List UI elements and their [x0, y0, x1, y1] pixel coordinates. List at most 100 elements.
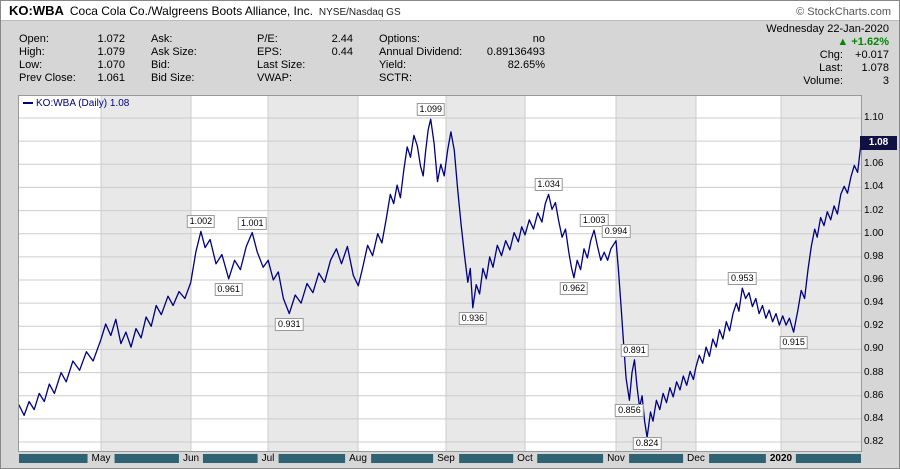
quote-value	[203, 72, 231, 85]
quote-label: Yield:	[379, 59, 407, 71]
quote-row: P/E: 2.44	[257, 33, 353, 46]
quote-summary: Wednesday 22-Jan-2020 ▲ +1.62% Chg: +0.01…	[766, 21, 889, 96]
y-tick-label: 0.84	[864, 412, 884, 424]
chg-label: Chg:	[819, 49, 843, 61]
quote-value	[317, 59, 353, 72]
last-row: Last: 1.078	[766, 62, 889, 75]
quote-value	[203, 46, 231, 59]
y-tick-label: 1.04	[864, 181, 884, 193]
last-label: Last:	[819, 62, 843, 74]
price-annotation: 0.936	[458, 311, 488, 325]
quote-label: High:	[19, 46, 45, 58]
quote-row: Options: no	[379, 33, 545, 46]
change-row: Chg: +0.017	[766, 49, 889, 62]
y-tick-label: 1.06	[864, 158, 884, 170]
quote-label: Bid:	[151, 59, 170, 71]
x-axis: May Jun Jul Aug Sep Oct Nov Dec 2020	[19, 452, 861, 466]
price-annotation: 1.002	[186, 215, 216, 229]
quote-label: Annual Dividend:	[379, 46, 463, 58]
quote-column: Open: 1.072 High: 1.079 Low: 1.070 Prev Close:…	[19, 33, 125, 96]
month-label: Nov	[603, 452, 629, 466]
month-label: Jun	[178, 452, 204, 466]
price-annotation: 1.003	[579, 214, 609, 228]
quote-row: EPS: 0.44	[257, 46, 353, 59]
quote-row: Ask Size:	[151, 46, 231, 59]
price-annotation: 0.856	[615, 404, 644, 418]
month-label: Sep	[433, 452, 459, 466]
legend-line-icon	[23, 102, 33, 105]
price-annotation: 0.994	[601, 224, 631, 238]
month-label: Jul	[257, 452, 279, 466]
quote-panel: Open: 1.072 High: 1.079 Low: 1.070 Prev Close:…	[1, 21, 899, 96]
quote-label: EPS:	[257, 46, 283, 58]
y-tick-label: 0.88	[864, 366, 884, 378]
change-percent-value: +1.62%	[851, 36, 889, 48]
quote-column: Options: no Annual Dividend: 0.89136493 Yiel…	[379, 33, 545, 96]
last-price-badge: 1.08	[860, 136, 897, 151]
quote-label: Options:	[379, 33, 420, 45]
quote-row: Prev Close: 1.061	[19, 72, 125, 85]
quote-value	[203, 33, 231, 46]
price-annotation: 0.824	[632, 437, 662, 450]
volume-label: Volume:	[803, 75, 843, 87]
quote-row: Yield: 82.65%	[379, 59, 545, 72]
chg-value: +0.017	[855, 49, 889, 61]
quote-value	[203, 59, 231, 72]
quote-value: 1.072	[97, 33, 125, 45]
price-annotation: 1.099	[416, 103, 445, 117]
y-tick-label: 1.00	[864, 227, 884, 239]
quote-label: SCTR:	[379, 72, 412, 84]
price-annotation: 0.891	[620, 343, 649, 357]
quote-label: Open:	[19, 33, 49, 45]
y-tick-label: 0.92	[864, 320, 884, 332]
quote-value: 1.070	[97, 59, 125, 71]
quote-value: 0.44	[331, 46, 353, 58]
quote-value: 0.89136493	[486, 46, 545, 58]
y-tick-label: 0.98	[864, 250, 884, 262]
y-tick-label: 0.86	[864, 389, 884, 401]
y-tick-label: 0.94	[864, 297, 884, 309]
plot-area[interactable]: KO:WBA (Daily) 1.08 1.002 0.961 1.001 0.931…	[18, 95, 862, 452]
quote-value	[475, 72, 545, 85]
quote-row: Last Size:	[257, 59, 353, 72]
quote-column: P/E: 2.44 EPS: 0.44 Last Size: VWAP:	[257, 33, 353, 96]
quote-label: Ask:	[151, 33, 173, 45]
month-label: 2020	[765, 452, 797, 466]
company-name: Coca Cola Co./Walgreens Boots Alliance, …	[69, 4, 313, 18]
up-arrow-icon: ▲	[837, 36, 849, 48]
quote-columns: Open: 1.072 High: 1.079 Low: 1.070 Prev Close:…	[19, 21, 545, 96]
price-annotation: 1.001	[237, 216, 267, 230]
quote-value: 1.079	[97, 46, 125, 58]
month-label: May	[87, 452, 115, 466]
quote-value	[317, 72, 353, 85]
y-tick-label: 1.10	[864, 112, 884, 123]
title-bar: KO:WBA Coca Cola Co./Walgreens Boots All…	[1, 1, 899, 21]
price-annotation: 0.962	[559, 281, 589, 295]
quote-row: Bid Size:	[151, 72, 231, 85]
quote-date: Wednesday 22-Jan-2020	[766, 23, 889, 35]
quote-row: Ask:	[151, 33, 231, 46]
month-label: Oct	[513, 452, 537, 466]
exchange-label: NYSE/Nasdaq GS	[318, 7, 401, 18]
y-tick-label: 0.82	[864, 436, 884, 447]
quote-row: Annual Dividend: 0.89136493	[379, 46, 545, 59]
change-percent: ▲ +1.62%	[766, 36, 889, 49]
price-annotation: 0.931	[275, 317, 304, 331]
quote-row: VWAP:	[257, 72, 353, 85]
symbol-label: KO:WBA	[9, 3, 64, 18]
volume-value: 3	[882, 75, 889, 87]
volume-row: Volume: 3	[766, 75, 889, 88]
price-line-chart	[19, 96, 861, 451]
month-label: Aug	[345, 452, 371, 466]
quote-label: P/E:	[257, 33, 278, 45]
price-annotation: 0.953	[728, 272, 757, 286]
quote-label: Last Size:	[257, 59, 306, 71]
price-annotation: 0.915	[779, 336, 808, 350]
quote-column: Ask: Ask Size: Bid: Bid Size:	[151, 33, 231, 96]
quote-label: Bid Size:	[151, 72, 195, 84]
y-tick-label: 0.96	[864, 274, 884, 285]
price-annotation: 0.961	[214, 282, 243, 296]
copyright-link[interactable]: © StockCharts.com	[796, 6, 891, 18]
price-annotation: 1.034	[534, 178, 563, 192]
